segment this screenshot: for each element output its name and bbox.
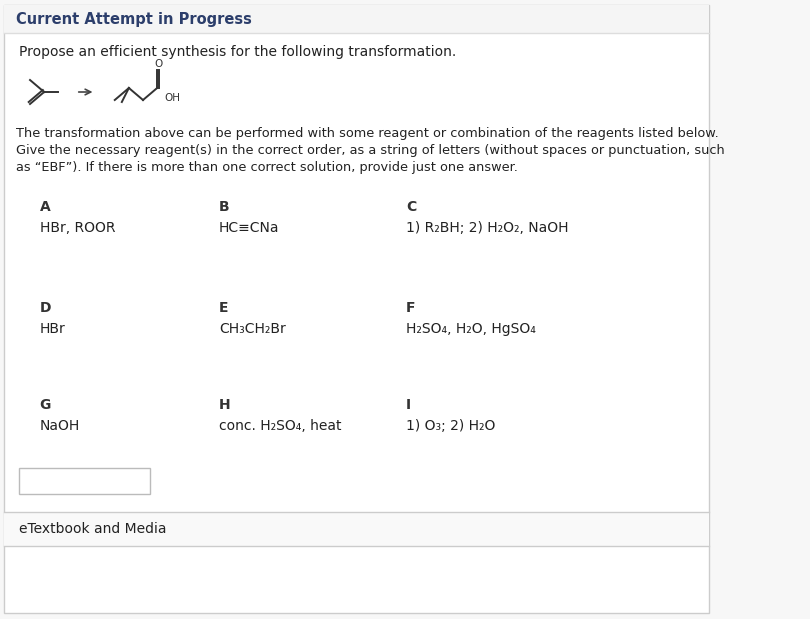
Text: CH₃CH₂Br: CH₃CH₂Br [219,322,286,336]
Bar [19,468,150,494]
Text: 1) R₂BH; 2) H₂O₂, NaOH: 1) R₂BH; 2) H₂O₂, NaOH [406,221,569,235]
Text: as “EBF”). If there is more than one correct solution, provide just one answer.: as “EBF”). If there is more than one cor… [16,160,518,173]
Text: HBr, ROOR: HBr, ROOR [40,221,115,235]
Bar [4,5,709,33]
Text: E: E [219,301,228,315]
Text: O: O [154,59,162,69]
Text: D: D [40,301,51,315]
Text: 1) O₃; 2) H₂O: 1) O₃; 2) H₂O [406,419,496,433]
Text: H: H [219,398,231,412]
Text: C: C [406,200,416,214]
Text: OH: OH [164,93,180,103]
Text: HC≡CNa: HC≡CNa [219,221,279,235]
Text: B: B [219,200,229,214]
Text: G: G [40,398,51,412]
Text: HBr: HBr [40,322,66,336]
Text: Give the necessary reagent(s) in the correct order, as a string of letters (with: Give the necessary reagent(s) in the cor… [16,144,725,157]
Bar [4,512,709,546]
Text: NaOH: NaOH [40,419,80,433]
Text: I: I [406,398,411,412]
Text: A: A [40,200,50,214]
Text: Propose an efficient synthesis for the following transformation.: Propose an efficient synthesis for the f… [19,45,457,59]
Text: H₂SO₄, H₂O, HgSO₄: H₂SO₄, H₂O, HgSO₄ [406,322,536,336]
Text: The transformation above can be performed with some reagent or combination of th: The transformation above can be performe… [16,126,718,139]
Text: F: F [406,301,416,315]
Text: conc. H₂SO₄, heat: conc. H₂SO₄, heat [219,419,342,433]
Text: eTextbook and Media: eTextbook and Media [19,522,167,536]
Text: Current Attempt in Progress: Current Attempt in Progress [16,12,252,27]
